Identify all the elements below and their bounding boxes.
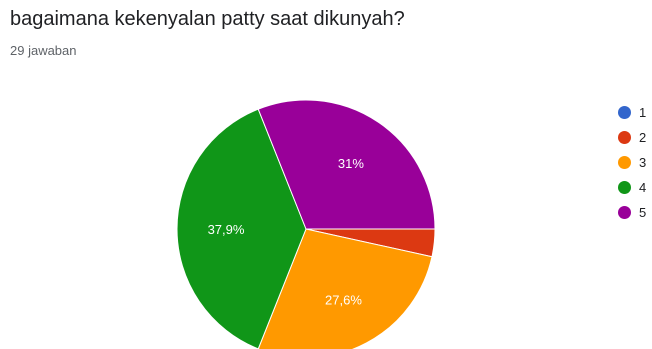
- legend-item-2[interactable]: 2: [618, 126, 646, 148]
- chart-legend[interactable]: 1 2 3 4 5: [618, 101, 646, 226]
- legend-label-3: 3: [639, 154, 647, 170]
- legend-label-1: 1: [639, 104, 647, 120]
- legend-swatch-1: [618, 105, 631, 119]
- question-title: bagaimana kekenyalan patty saat dikunyah…: [10, 8, 405, 30]
- pie-slice-4[interactable]: [176, 108, 307, 349]
- legend-label-2: 2: [639, 129, 647, 145]
- slice-label-5: 31%: [338, 156, 364, 171]
- legend-swatch-2: [618, 130, 631, 144]
- slice-label-3: 27,6%: [325, 293, 362, 308]
- legend-item-3[interactable]: 3: [618, 151, 646, 173]
- legend-label-5: 5: [639, 204, 647, 220]
- legend-label-4: 4: [639, 179, 647, 195]
- legend-item-5[interactable]: 5: [618, 201, 646, 223]
- legend-swatch-4: [618, 180, 631, 194]
- legend-swatch-5: [618, 205, 631, 219]
- response-count: 29 jawaban: [10, 43, 77, 58]
- pie-slice-3[interactable]: [257, 228, 433, 349]
- slice-label-4: 37,9%: [208, 222, 245, 237]
- pie-slice-5[interactable]: [257, 99, 436, 230]
- legend-item-4[interactable]: 4: [618, 176, 646, 198]
- legend-swatch-3: [618, 155, 631, 169]
- legend-item-1[interactable]: 1: [618, 101, 646, 123]
